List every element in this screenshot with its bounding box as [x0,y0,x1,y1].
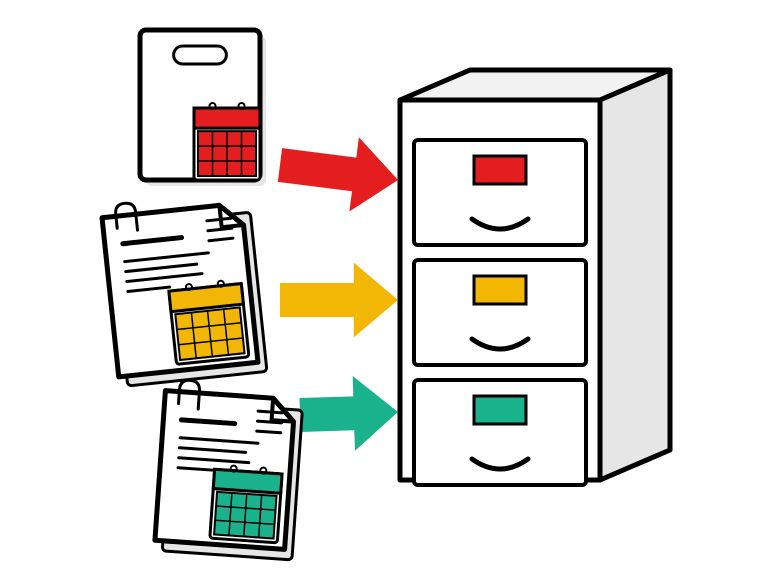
cabinet-side [600,70,670,480]
filing-cabinet [400,70,670,485]
calendar-icon [194,103,260,180]
text-line [257,421,281,423]
cabinet-drawer [414,140,586,245]
doc-yellow [101,190,267,386]
drawer-label [474,276,526,304]
cabinet-drawer [414,380,586,485]
drawer-label [474,396,526,424]
calendar-icon [168,279,249,365]
doc-teal [154,379,304,560]
filing-diagram [0,0,768,576]
text-line [258,411,282,413]
text-line [257,431,281,433]
calendar-icon [210,464,283,543]
cabinet-drawer [414,260,586,365]
doc-red [140,30,266,186]
drawer-label [474,156,526,184]
